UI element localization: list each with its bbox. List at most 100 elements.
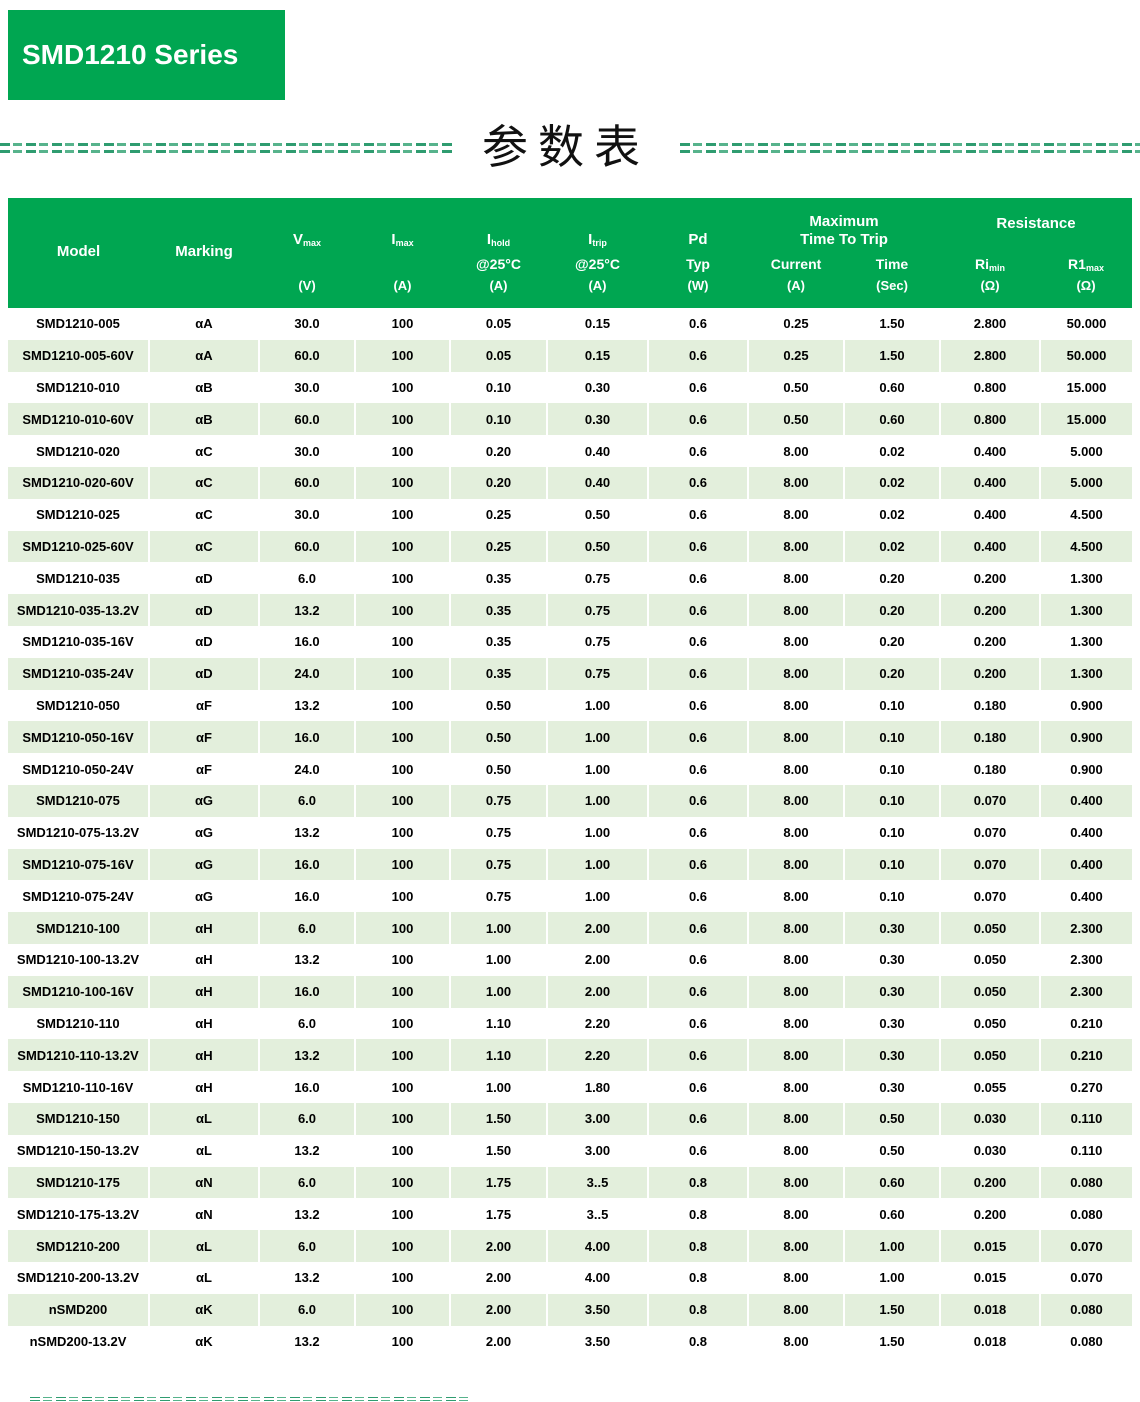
cell-trip-current: 8.00	[747, 912, 844, 944]
cell-imax: 100	[354, 1039, 450, 1072]
cell-ihold: 0.35	[449, 657, 547, 690]
cell-ihold: 1.00	[449, 943, 547, 976]
cell-itrip: 1.00	[546, 689, 648, 722]
table-row: SMD1210-050-24V αF 24.0 100 0.50 1.00 0.6 8.00 0…	[8, 753, 1133, 785]
cell-imax: 100	[354, 498, 450, 531]
cell-ihold: 1.00	[449, 1071, 547, 1103]
cell-trip-current: 8.00	[747, 625, 844, 658]
cell-r1-max: 0.070	[1039, 1230, 1133, 1262]
col-header-vmax: Vmax	[259, 198, 355, 251]
cell-itrip: 1.80	[546, 1071, 648, 1103]
cell-trip-time: 0.60	[842, 403, 941, 436]
cell-imax: 100	[354, 657, 450, 690]
col-header-ihold: Ihold	[450, 198, 547, 251]
cell-ihold: 1.10	[449, 1007, 547, 1040]
cell-itrip: 2.00	[546, 975, 648, 1008]
cell-r1-max: 1.300	[1039, 562, 1133, 595]
cell-vmax: 13.2	[258, 943, 355, 976]
table-row: SMD1210-025-60V αC 60.0 100 0.25 0.50 0.6 8.00 0…	[8, 530, 1133, 563]
dash-line	[30, 1400, 470, 1401]
cell-itrip: 1.00	[546, 816, 648, 849]
cell-model: SMD1210-075-16V	[8, 848, 149, 881]
cell-imax: 100	[354, 1198, 450, 1231]
cell-marking: αH	[148, 1071, 259, 1103]
cell-model: SMD1210-110-16V	[8, 1071, 149, 1103]
cell-model: SMD1210-050-16V	[8, 721, 149, 754]
cell-r1-max: 0.080	[1039, 1166, 1133, 1199]
cell-ihold: 0.05	[449, 339, 547, 372]
cell-imax: 100	[354, 975, 450, 1008]
cell-trip-current: 8.00	[747, 1134, 844, 1167]
cell-ri-min: 0.200	[939, 562, 1041, 595]
cell-itrip: 1.00	[546, 880, 648, 913]
cell-trip-time: 0.60	[842, 1166, 941, 1199]
cell-imax: 100	[354, 721, 450, 754]
cell-vmax: 13.2	[258, 1134, 355, 1167]
cell-trip-current: 0.25	[747, 308, 844, 340]
col-header-imax: Imax	[355, 198, 450, 251]
col-unit-imax: (A)	[355, 278, 450, 308]
series-banner: SMD1210 Series	[8, 10, 285, 100]
cell-vmax: 30.0	[258, 435, 355, 467]
cell-r1-max: 0.210	[1039, 1007, 1133, 1040]
table-row: SMD1210-150-13.2V αL 13.2 100 1.50 3.00 0.6 8.0…	[8, 1134, 1133, 1167]
col-group-max-time-to-trip: Maximum Time To Trip	[748, 198, 941, 251]
dash-line	[30, 1397, 470, 1398]
cell-ihold: 0.50	[449, 689, 547, 722]
cell-model: SMD1210-050-24V	[8, 753, 149, 785]
cell-vmax: 16.0	[258, 1071, 355, 1103]
cell-pd: 0.6	[647, 371, 748, 404]
cell-ri-min: 0.070	[939, 848, 1041, 881]
cell-model: SMD1210-010-60V	[8, 403, 149, 436]
cell-model: SMD1210-175	[8, 1166, 149, 1199]
cell-ihold: 0.20	[449, 466, 547, 499]
cell-trip-time: 0.20	[842, 562, 941, 595]
cell-r1-max: 1.300	[1039, 594, 1133, 626]
dash-line	[680, 143, 1140, 146]
cell-r1-max: 0.400	[1039, 816, 1133, 849]
cell-trip-current: 8.00	[747, 1261, 844, 1294]
table-row: SMD1210-035-24V αD 24.0 100 0.35 0.75 0.6 8.00 0…	[8, 657, 1133, 690]
cell-ri-min: 0.800	[939, 403, 1041, 436]
cell-vmax: 6.0	[258, 1293, 355, 1326]
col-subheader-ri-min: Rimin	[940, 251, 1041, 278]
table-row: SMD1210-175 αN 6.0 100 1.75 3..5 0.8 8.00 0.60 0.…	[8, 1166, 1133, 1199]
cell-pd: 0.6	[647, 975, 748, 1008]
cell-ri-min: 0.055	[939, 1071, 1041, 1103]
table-row: SMD1210-100-16V αH 16.0 100 1.00 2.00 0.6 8.00 0…	[8, 975, 1133, 1008]
cell-ri-min: 0.180	[939, 721, 1041, 754]
parameter-table: Model Marking Vmax Imax Ihold Itrip Pd M…	[8, 198, 1133, 1358]
cell-marking: αH	[148, 1007, 259, 1040]
cell-imax: 100	[354, 1007, 450, 1040]
table-row: SMD1210-050-16V αF 16.0 100 0.50 1.00 0.6 8.00 0…	[8, 721, 1133, 754]
cell-vmax: 60.0	[258, 530, 355, 563]
decorative-dashed-line-right	[680, 141, 1140, 155]
section-divider: 参数表	[0, 112, 1140, 184]
cell-trip-current: 8.00	[747, 1071, 844, 1103]
cell-pd: 0.8	[647, 1166, 748, 1199]
cell-marking: αF	[148, 721, 259, 754]
cell-trip-time: 1.00	[842, 1230, 941, 1262]
cell-ihold: 0.25	[449, 498, 547, 531]
cell-marking: αH	[148, 1039, 259, 1072]
cell-itrip: 0.75	[546, 657, 648, 690]
cell-itrip: 0.75	[546, 594, 648, 626]
cell-trip-current: 8.00	[747, 753, 844, 785]
col-subheader-imax	[355, 251, 450, 278]
cell-ri-min: 0.400	[939, 466, 1041, 499]
cell-ri-min: 0.200	[939, 625, 1041, 658]
cell-r1-max: 0.900	[1039, 721, 1133, 754]
table-row: SMD1210-150 αL 6.0 100 1.50 3.00 0.6 8.00 0.50 0.…	[8, 1102, 1133, 1135]
table-row: SMD1210-075-13.2V αG 13.2 100 0.75 1.00 0.6 8.0…	[8, 816, 1133, 849]
cell-itrip: 2.20	[546, 1039, 648, 1072]
cell-trip-current: 8.00	[747, 689, 844, 722]
cell-pd: 0.6	[647, 784, 748, 817]
table-row: SMD1210-035-13.2V αD 13.2 100 0.35 0.75 0.6 8.0…	[8, 594, 1133, 626]
cell-model: SMD1210-050	[8, 689, 149, 722]
cell-vmax: 13.2	[258, 1325, 355, 1358]
cell-trip-current: 8.00	[747, 530, 844, 563]
cell-ihold: 0.35	[449, 625, 547, 658]
cell-marking: αC	[148, 498, 259, 531]
cell-r1-max: 4.500	[1039, 498, 1133, 531]
cell-ri-min: 0.018	[939, 1325, 1041, 1358]
